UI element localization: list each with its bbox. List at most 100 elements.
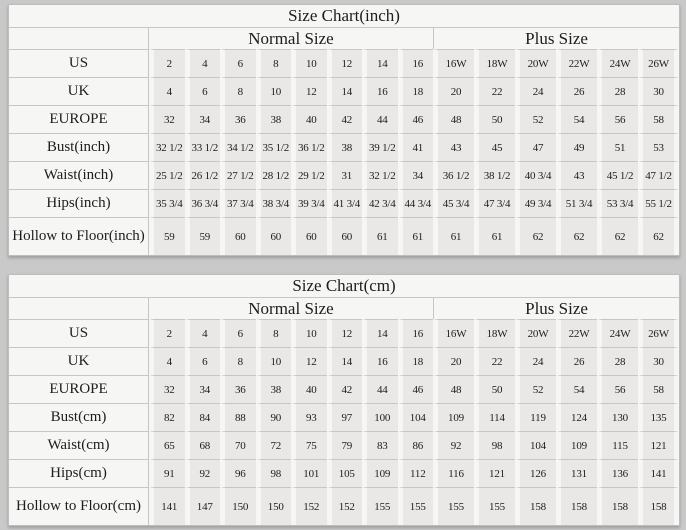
size-value-cell: 35 3/4 [149, 189, 185, 217]
size-value-cell: 100 [362, 403, 398, 431]
plus-size-header: Plus Size [433, 27, 680, 49]
size-value-cell: 31 [326, 161, 362, 189]
size-value-cell: 2 [149, 319, 185, 347]
size-value-cell: 12 [326, 319, 362, 347]
size-value-cell: 10 [255, 77, 291, 105]
table-row: EUROPE 32 34 36 38 40 42 44 46 48 50 52 54 56 58 [9, 375, 680, 403]
table-title-row: Size Chart(cm) [9, 275, 680, 297]
table-row: US 2 4 6 8 10 12 14 16 16W 18W 20W 22W 24W 26W [9, 319, 680, 347]
row-label: US [9, 319, 149, 347]
size-value-cell: 130 [597, 403, 638, 431]
size-value-cell: 158 [597, 487, 638, 525]
size-value-cell: 61 [433, 217, 474, 255]
size-table-body-cm: US 2 4 6 8 10 12 14 16 16W 18W 20W 22W 24W 26W UK 4 6 8 10 1… [9, 319, 680, 525]
table-row: Bust(cm) 82 84 88 90 93 97 100 104 109 114 119 124 13… [9, 403, 680, 431]
size-value-cell: 44 [362, 375, 398, 403]
size-value-cell: 158 [515, 487, 556, 525]
size-value-cell: 14 [326, 347, 362, 375]
size-value-cell: 114 [474, 403, 515, 431]
size-value-cell: 24 [515, 347, 556, 375]
size-value-cell: 4 [149, 77, 185, 105]
table-row: EUROPE 32 34 36 38 40 42 44 46 48 50 52 54 56 58 [9, 105, 680, 133]
size-value-cell: 33 1/2 [184, 133, 220, 161]
size-value-cell: 16W [433, 319, 474, 347]
size-value-cell: 22 [474, 347, 515, 375]
size-value-cell: 43 [556, 161, 597, 189]
size-value-cell: 61 [362, 217, 398, 255]
normal-size-header: Normal Size [149, 297, 433, 319]
size-value-cell: 20W [515, 319, 556, 347]
size-value-cell: 62 [597, 217, 638, 255]
size-value-cell: 26 [556, 347, 597, 375]
size-value-cell: 150 [220, 487, 256, 525]
size-value-cell: 45 [474, 133, 515, 161]
size-group-header-row: Normal Size Plus Size [9, 297, 680, 319]
size-value-cell: 42 [326, 105, 362, 133]
size-value-cell: 155 [362, 487, 398, 525]
size-value-cell: 29 1/2 [291, 161, 327, 189]
size-value-cell: 109 [433, 403, 474, 431]
size-value-cell: 158 [638, 487, 680, 525]
size-value-cell: 26W [638, 319, 680, 347]
size-value-cell: 16 [362, 347, 398, 375]
size-value-cell: 14 [326, 77, 362, 105]
size-value-cell: 45 1/2 [597, 161, 638, 189]
size-value-cell: 50 [474, 375, 515, 403]
size-value-cell: 42 [326, 375, 362, 403]
size-value-cell: 155 [474, 487, 515, 525]
size-value-cell: 46 [397, 105, 433, 133]
size-value-cell: 18 [397, 347, 433, 375]
row-label: UK [9, 347, 149, 375]
size-group-header-row: Normal Size Plus Size [9, 27, 680, 49]
size-value-cell: 68 [184, 431, 220, 459]
size-value-cell: 62 [638, 217, 680, 255]
size-value-cell: 126 [515, 459, 556, 487]
size-value-cell: 88 [220, 403, 256, 431]
size-value-cell: 38 1/2 [474, 161, 515, 189]
size-value-cell: 109 [556, 431, 597, 459]
size-value-cell: 98 [255, 459, 291, 487]
row-label: EUROPE [9, 105, 149, 133]
table-row: Hips(cm) 91 92 96 98 101 105 109 112 116 121 126 131… [9, 459, 680, 487]
size-value-cell: 39 3/4 [291, 189, 327, 217]
size-value-cell: 14 [362, 319, 398, 347]
size-value-cell: 65 [149, 431, 185, 459]
size-value-cell: 48 [433, 105, 474, 133]
size-value-cell: 53 3/4 [597, 189, 638, 217]
size-value-cell: 32 1/2 [362, 161, 398, 189]
size-value-cell: 20 [433, 77, 474, 105]
size-value-cell: 18W [474, 319, 515, 347]
size-value-cell: 54 [556, 105, 597, 133]
size-value-cell: 58 [638, 105, 680, 133]
size-value-cell: 40 [291, 375, 327, 403]
size-value-cell: 40 3/4 [515, 161, 556, 189]
size-value-cell: 52 [515, 375, 556, 403]
size-value-cell: 42 3/4 [362, 189, 398, 217]
size-value-cell: 53 [638, 133, 680, 161]
size-value-cell: 10 [255, 347, 291, 375]
size-value-cell: 93 [291, 403, 327, 431]
size-value-cell: 60 [255, 217, 291, 255]
size-value-cell: 47 [515, 133, 556, 161]
size-table-body-inch: US 2 4 6 8 10 12 14 16 16W 18W 20W 22W 24W 26W UK 4 6 8 10 1… [9, 49, 680, 255]
size-value-cell: 124 [556, 403, 597, 431]
row-label: UK [9, 77, 149, 105]
size-value-cell: 25 1/2 [149, 161, 185, 189]
size-value-cell: 56 [597, 105, 638, 133]
size-value-cell: 8 [255, 319, 291, 347]
table-row: US 2 4 6 8 10 12 14 16 16W 18W 20W 22W 24W 26W [9, 49, 680, 77]
size-value-cell: 4 [184, 319, 220, 347]
size-value-cell: 36 [220, 105, 256, 133]
size-value-cell: 119 [515, 403, 556, 431]
size-value-cell: 152 [291, 487, 327, 525]
size-value-cell: 41 [397, 133, 433, 161]
size-value-cell: 141 [638, 459, 680, 487]
size-value-cell: 20 [433, 347, 474, 375]
size-value-cell: 92 [184, 459, 220, 487]
size-value-cell: 40 [291, 105, 327, 133]
size-value-cell: 39 1/2 [362, 133, 398, 161]
size-value-cell: 97 [326, 403, 362, 431]
size-value-cell: 4 [184, 49, 220, 77]
size-value-cell: 6 [184, 347, 220, 375]
